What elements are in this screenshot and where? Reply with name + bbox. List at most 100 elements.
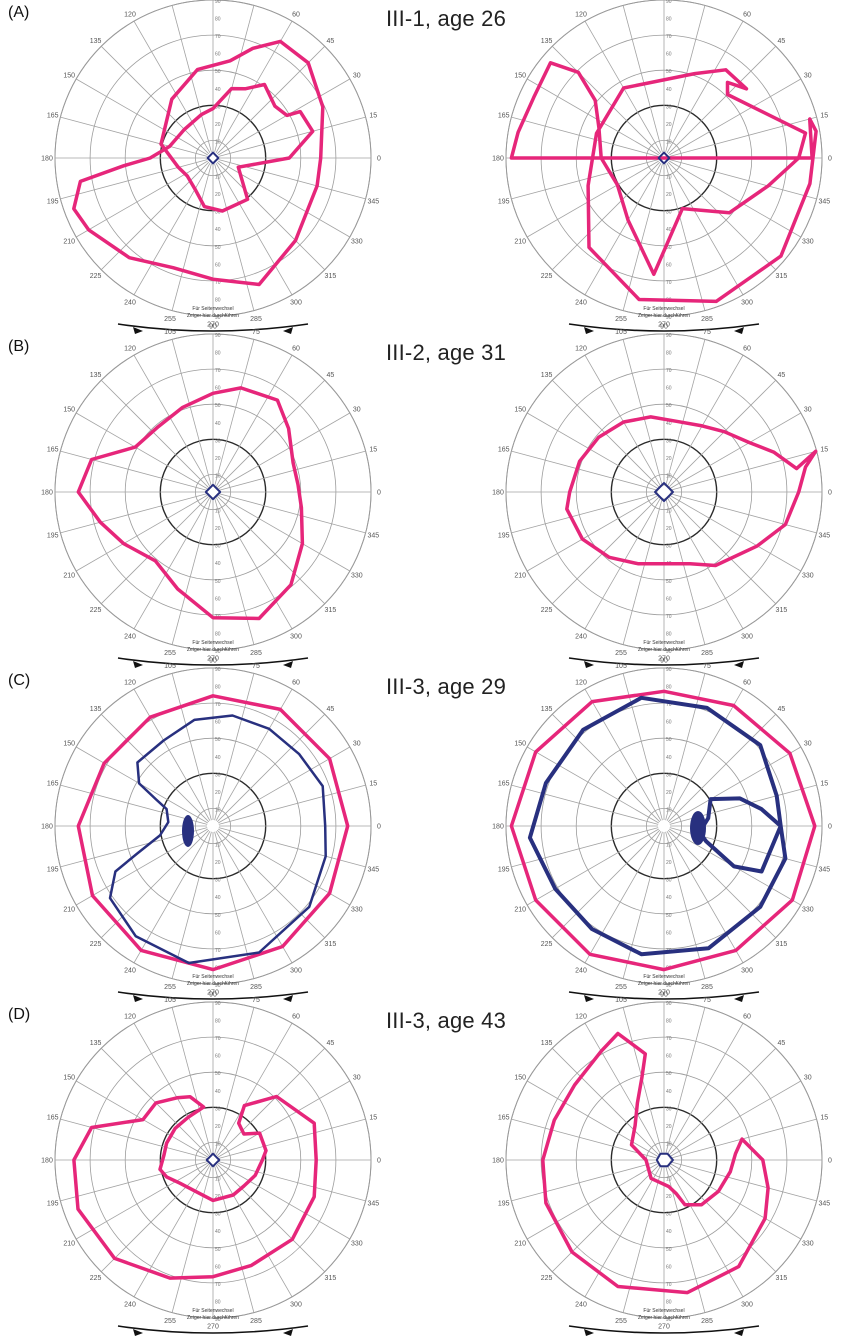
meridian-label: 210 [514,907,526,914]
inner-isopter [527,695,788,957]
meridian-label: 135 [90,706,102,713]
scale-label: 90 [666,1001,672,1007]
meridian-line [622,339,663,487]
scale-label: 80 [215,297,221,303]
scale-label: 50 [666,403,672,409]
meridian-label: 45 [327,38,335,45]
footer-arrow-right [734,1329,744,1336]
meridian-label: 210 [63,907,75,914]
meridian-label: 225 [90,273,102,280]
meridian-line [218,784,366,825]
scale-label: 60 [215,262,221,268]
scale-label: 80 [215,351,221,357]
footer-text-line1: Für Seitenwechsel [192,1308,233,1314]
meridian-line [101,1163,210,1272]
scale-label: 40 [666,895,672,901]
meridian-line [665,5,706,153]
scale-label: 60 [666,930,672,936]
meridian-line [552,1048,661,1157]
footer-arrow-right [734,995,744,1002]
meridian-label: 240 [575,1301,587,1308]
meridian-label: 30 [353,73,361,80]
meridian-line [584,1164,662,1298]
meridian-label: 30 [353,407,361,414]
meridian-line [667,46,776,155]
meridian-line [669,450,817,491]
meridian-line [171,1165,212,1313]
meridian-label: 90 [660,324,668,331]
scale-label: 20 [215,1124,221,1130]
scale-label: 70 [666,34,672,40]
meridian-label: 240 [124,967,136,974]
meridian-line [552,161,661,270]
footer-arc [568,1325,760,1334]
meridian-line [217,828,351,906]
meridian-label: 135 [541,38,553,45]
meridian-line [60,493,208,534]
scale-label: 40 [215,1089,221,1095]
footer-arc [568,323,760,332]
panel-title-a: III-1, age 26 [386,6,507,31]
meridian-label: 330 [802,907,814,914]
meridian-line [214,163,255,311]
inner-isopter [108,714,327,965]
footer-arrow-right [283,327,293,334]
scale-label: 30 [215,104,221,110]
visual-field-chart: 0 15 30 45 60 75 90 105 120 135 150 165 180 195 210 225… [492,0,832,334]
meridian-line [60,784,208,825]
meridian-label: 255 [615,984,627,991]
meridian-label: 240 [575,299,587,306]
scale-label: 10 [215,807,221,813]
scale-label: 70 [666,702,672,708]
outer-isopter [541,1031,770,1295]
meridian-line [526,746,660,824]
meridian-line [668,1080,802,1158]
meridian-line [669,493,817,534]
meridian-label: 210 [514,239,526,246]
scale-label: 10 [215,509,221,515]
meridian-line [171,163,212,311]
meridian-label: 330 [351,239,363,246]
meridian-label: 15 [820,447,828,454]
meridian-line [511,784,659,825]
meridian-label: 255 [615,316,627,323]
meridian-line [667,1163,776,1272]
meridian-label: 240 [124,1301,136,1308]
footer-arrow-right [734,661,744,668]
scale-label: 70 [215,368,221,374]
scale-label: 90 [215,333,221,339]
meridian-label: 135 [541,372,553,379]
meridian-line [526,78,660,156]
meridian-label: 225 [541,941,553,948]
meridian-label: 345 [818,199,830,206]
meridian-label: 315 [776,607,788,614]
scale-label: 30 [666,1212,672,1218]
scale-label: 80 [666,17,672,23]
meridian-label: 105 [615,997,627,1004]
meridian-label: 75 [252,663,260,670]
meridian-line [511,1161,659,1202]
meridian-line [217,494,351,572]
footer-arrow-left [133,1329,143,1336]
scale-label: 30 [666,544,672,550]
footer-arrow-right [283,1329,293,1336]
meridian-line [666,688,744,822]
scale-label: 20 [666,1124,672,1130]
footer-arrow-right [734,327,744,334]
scale-label: 20 [666,456,672,462]
meridian-label: 270 [207,322,219,329]
meridian-label: 195 [498,533,510,540]
scale-label: 60 [666,1054,672,1060]
meridian-label: 315 [325,941,337,948]
meridian-line [101,161,210,270]
outer-isopter [76,694,350,972]
meridian-label: 45 [778,38,786,45]
footer-arrow-right [283,661,293,668]
scale-label: 80 [666,685,672,691]
meridian-label: 225 [541,607,553,614]
meridian-label: 210 [63,1241,75,1248]
meridian-label: 150 [514,73,526,80]
footer-arrow-left [133,995,143,1002]
meridian-label: 150 [63,1075,75,1082]
scale-label: 40 [215,1229,221,1235]
